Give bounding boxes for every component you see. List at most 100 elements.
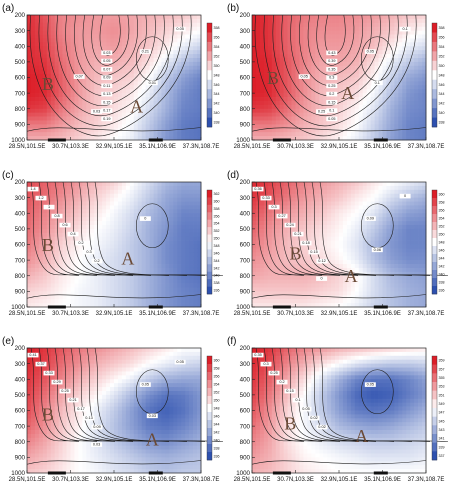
x-tick-label: 35.1N,106.9E <box>364 144 401 150</box>
heatmap-cell <box>149 61 154 67</box>
heatmap-cell <box>394 54 399 59</box>
heatmap-cell <box>110 136 115 141</box>
heatmap-cell <box>263 81 269 86</box>
heatmap-cell <box>161 77 166 82</box>
heatmap-cell <box>153 295 158 300</box>
heatmap-cell <box>303 100 308 106</box>
heatmap-cell <box>157 81 162 86</box>
heatmap-cell <box>125 193 131 198</box>
heatmap-cell <box>370 57 375 63</box>
y-tick-label: 800 <box>15 273 26 280</box>
heatmap-cell <box>98 54 103 59</box>
heatmap-cell <box>189 299 194 304</box>
heatmap-cell <box>86 209 91 214</box>
heatmap-cell <box>386 81 391 86</box>
heatmap-cell <box>27 193 32 198</box>
heatmap-cell <box>398 97 403 102</box>
heatmap-cell <box>295 217 300 222</box>
heatmap-cell <box>350 182 356 187</box>
heatmap-cell <box>125 22 131 28</box>
heatmap-cell <box>189 54 194 59</box>
heatmap-cell <box>94 275 99 281</box>
heatmap-cell <box>133 236 139 241</box>
heatmap-cell <box>98 299 103 304</box>
heatmap-cell <box>66 205 71 210</box>
heatmap-cell <box>90 116 95 121</box>
heatmap-cell <box>358 85 364 90</box>
heatmap-cell <box>114 197 119 202</box>
heatmap-cell <box>30 30 36 35</box>
heatmap-cell <box>117 65 123 71</box>
heatmap-cell <box>38 209 44 214</box>
heatmap-cell <box>339 213 344 218</box>
heatmap-cell <box>106 205 111 210</box>
heatmap-cell <box>398 81 403 86</box>
heatmap-cell <box>189 77 194 82</box>
heatmap-cell <box>137 15 143 20</box>
heatmap-cell <box>350 26 356 31</box>
heatmap-cell <box>66 116 71 121</box>
heatmap-cell <box>42 128 48 133</box>
heatmap-cell <box>358 116 364 121</box>
colorbar-tick-label: 358 <box>214 26 220 30</box>
heatmap-cell <box>418 217 423 222</box>
contour-label-bg <box>326 108 338 113</box>
heatmap-cell <box>414 209 419 214</box>
heatmap-cell <box>129 244 135 249</box>
heatmap-cell <box>390 57 395 63</box>
heatmap-cell <box>181 185 186 191</box>
heatmap-cell <box>54 104 59 110</box>
heatmap-cell <box>110 205 115 210</box>
heatmap-cell <box>82 77 87 82</box>
heatmap-cell <box>82 299 87 304</box>
heatmap-cell <box>62 295 67 300</box>
heatmap-cell <box>149 26 154 31</box>
heatmap-cell <box>82 256 87 261</box>
heatmap-cell <box>303 108 308 114</box>
y-tick-label: 300 <box>15 28 26 35</box>
heatmap-cell <box>145 15 150 20</box>
heatmap-cell <box>335 69 340 74</box>
heatmap-cell <box>161 283 166 288</box>
heatmap-cell <box>129 185 135 191</box>
heatmap-cell <box>66 213 71 218</box>
heatmap-cell <box>185 34 190 39</box>
heatmap-cell <box>117 54 123 59</box>
y-tick-label: 200 <box>240 12 251 19</box>
heatmap-cell <box>362 34 368 39</box>
heatmap-cell <box>74 65 79 71</box>
heatmap-cell <box>283 108 288 114</box>
heatmap-cell <box>117 224 123 230</box>
heatmap-cell <box>303 85 308 90</box>
heatmap-cell <box>117 240 123 245</box>
heatmap-cell <box>90 236 95 241</box>
heatmap-cell <box>173 295 178 300</box>
heatmap-cell <box>307 197 312 202</box>
heatmap-cell <box>34 221 40 226</box>
heatmap-cell <box>255 108 261 114</box>
heatmap-cell <box>121 61 127 67</box>
heatmap-cell <box>406 93 411 98</box>
heatmap-cell <box>291 65 296 71</box>
heatmap-cell <box>173 303 178 308</box>
heatmap-cell <box>350 73 356 78</box>
heatmap-cell <box>121 224 127 230</box>
heatmap-cell <box>177 89 182 94</box>
heatmap-cell <box>287 201 292 206</box>
heatmap-cell <box>189 244 194 249</box>
heatmap-cell <box>350 189 356 195</box>
heatmap-cell <box>173 30 178 35</box>
heatmap-cell <box>86 42 91 47</box>
heatmap-cell <box>153 228 158 234</box>
heatmap-cell <box>141 34 146 39</box>
heatmap-cell <box>34 34 40 39</box>
heatmap-cell <box>378 93 383 98</box>
heatmap-cell <box>137 267 143 273</box>
heatmap-cell <box>382 85 387 90</box>
heatmap-cell <box>378 112 383 117</box>
heatmap-cell <box>137 34 143 39</box>
heatmap-cell <box>50 112 56 117</box>
heatmap-cell <box>129 77 135 82</box>
heatmap-cell <box>287 197 292 202</box>
heatmap-cell <box>303 65 308 71</box>
